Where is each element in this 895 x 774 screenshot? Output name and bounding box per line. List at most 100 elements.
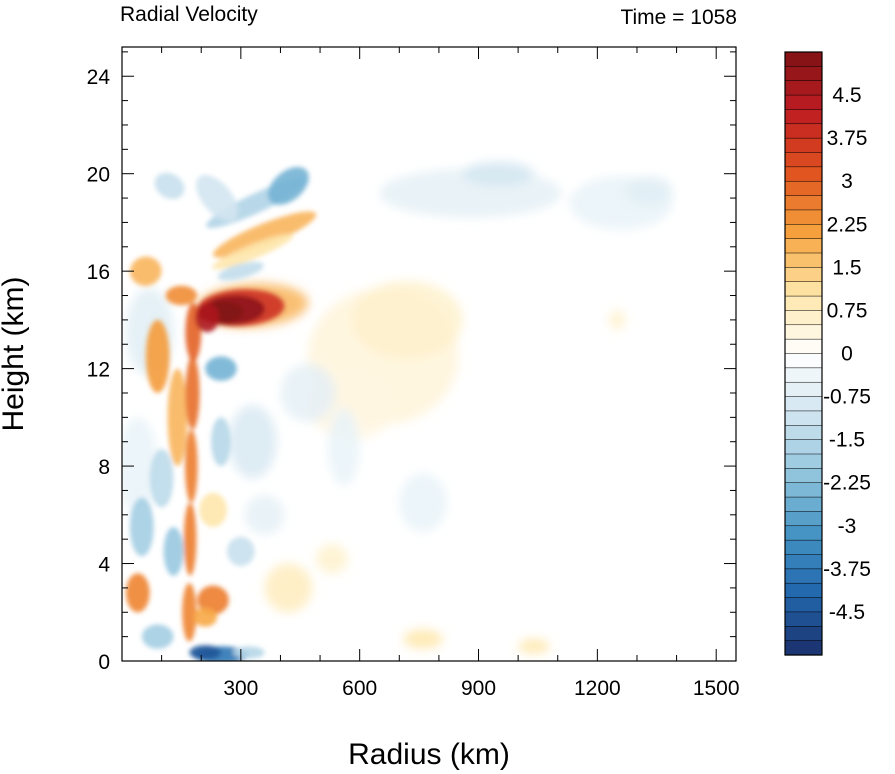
x-tick-label: 300 [223, 677, 258, 700]
colorbar-bin [784, 109, 823, 125]
colorbar-bin [784, 482, 823, 498]
colorbar-bin [784, 539, 823, 556]
colorbar-bin [784, 640, 823, 656]
colorbar-bin [784, 310, 823, 326]
field-cell [217, 261, 264, 281]
colorbar-label: -3 [838, 515, 857, 538]
field-cell [185, 356, 200, 430]
field-cell [316, 544, 348, 574]
field-cell [518, 639, 550, 654]
x-tick-label: 600 [342, 677, 377, 700]
colorbar-bin [784, 137, 823, 154]
field-cell [130, 256, 162, 286]
colorbar-bin [784, 252, 823, 268]
field-cell [129, 497, 154, 557]
colorbar-bin [784, 152, 823, 168]
colorbar-bin [784, 66, 823, 82]
colorbar-label: 2.25 [827, 213, 868, 236]
x-tick-labels: 300 600 900 1200 1500 [223, 677, 739, 700]
plot-frame [121, 46, 737, 662]
colorbar-bin [784, 324, 823, 340]
field-cell [399, 473, 447, 532]
field-cell [189, 645, 221, 660]
colorbar-label: -0.75 [823, 386, 871, 409]
colorbar-bin [784, 597, 823, 613]
field-cell [199, 492, 228, 527]
colorbar-bin [784, 525, 823, 541]
x-tick-label: 1500 [693, 677, 740, 700]
title-right: Time = 1058 [620, 6, 737, 29]
colorbar-bin [784, 209, 823, 225]
field-cell [351, 280, 463, 359]
colorbar-label: 0.75 [827, 299, 868, 322]
field-cell [403, 629, 443, 649]
colorbar-label: 1.5 [832, 256, 861, 279]
colorbar-bin [784, 568, 823, 584]
colorbar-labels: 4.5 3.75 3 2.25 1.5 0.75 0 -0.75 -1.5 -2.25 -3 -3.7… [823, 84, 871, 624]
colorbar-bin [784, 224, 823, 240]
colorbar-bin [784, 166, 823, 182]
colorbar-bin [784, 381, 823, 398]
colorbar-bin [784, 281, 823, 297]
axis-ticks [122, 47, 736, 662]
field-cell [244, 495, 285, 535]
field-cell [462, 161, 534, 186]
field-cell [141, 624, 174, 649]
colorbar-bin [784, 410, 823, 426]
colorbar-bin [784, 295, 823, 311]
field-cell [154, 172, 185, 200]
colorbar-bin [784, 611, 823, 627]
colorbar-label: -4.5 [829, 601, 865, 624]
field-sharp-layer [125, 166, 317, 661]
y-tick-label: 20 [87, 164, 110, 187]
colorbar-bin [784, 195, 823, 211]
field-cell [145, 319, 170, 393]
field-cell [609, 310, 626, 330]
field-cell [165, 285, 198, 306]
colorbar-bin [784, 425, 823, 441]
y-tick-label: 8 [98, 456, 110, 479]
colorbar-bin [784, 123, 823, 139]
colorbar-bin [784, 468, 823, 484]
colorbar-bin [784, 267, 823, 283]
colorbar-label: 3.75 [827, 127, 868, 150]
colorbar-bin [784, 511, 823, 527]
field-cell [233, 646, 265, 659]
field-soft-layer [122, 161, 673, 654]
field-cell [328, 407, 360, 486]
colorbar-bin [784, 338, 823, 355]
field-cell [193, 607, 218, 627]
field-cell [212, 211, 317, 258]
field-cell [167, 368, 188, 466]
field-cell [205, 356, 237, 381]
colorbar-bin [784, 439, 823, 455]
y-tick-label: 12 [87, 359, 110, 382]
colorbar-label: 3 [841, 170, 853, 193]
colorbar-bin [784, 51, 823, 67]
colorbar-bin [784, 80, 823, 96]
field-cell [625, 176, 673, 206]
x-tick-label: 900 [461, 677, 496, 700]
field-cell [264, 563, 313, 613]
colorbar-bin [784, 94, 823, 110]
colorbar-bin [784, 626, 823, 642]
x-tick-label: 1200 [574, 677, 621, 700]
field-cell [122, 417, 158, 515]
field-cell [211, 417, 231, 467]
colorbar-label: 4.5 [832, 84, 861, 107]
colorbar-bin [784, 353, 823, 369]
y-tick-label: 0 [98, 651, 110, 674]
colorbar-bin [784, 396, 823, 412]
field-cell [228, 405, 277, 479]
colorbar-bin [784, 582, 823, 599]
field-cell [182, 583, 197, 642]
field-cell [185, 429, 198, 503]
colorbar-bin [784, 238, 823, 254]
colorbar-bin [784, 496, 823, 512]
y-tick-label: 24 [87, 66, 111, 89]
y-tick-label: 16 [87, 261, 110, 284]
colorbar-frame [784, 51, 823, 656]
field-cell [195, 302, 220, 333]
colorbar-label: -1.5 [829, 429, 865, 452]
